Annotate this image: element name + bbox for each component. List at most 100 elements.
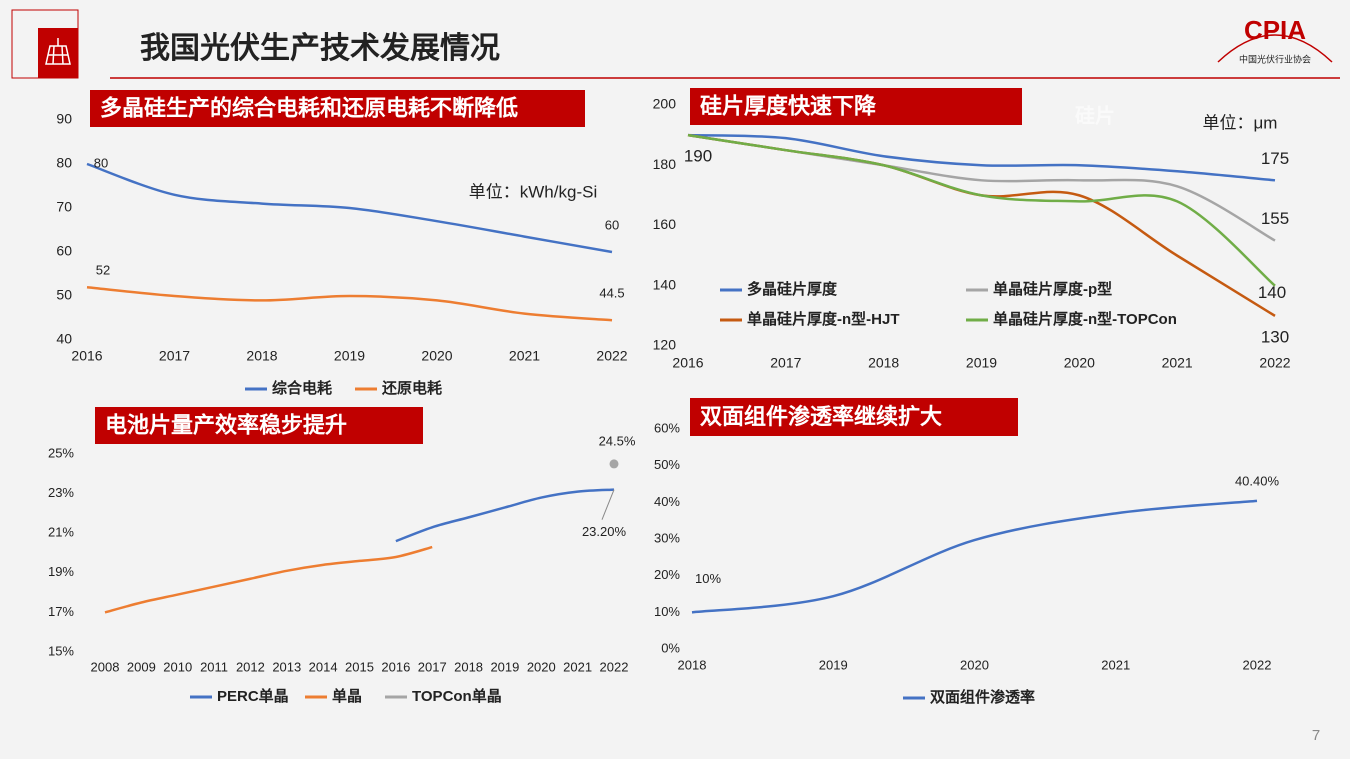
y-tick-label: 25% [48, 445, 74, 460]
x-tick-label: 2016 [71, 348, 102, 364]
unit-label: 单位：kWh/kg-Si [469, 182, 597, 201]
series-line [86, 162, 613, 254]
chart-title-box [690, 398, 1018, 436]
x-tick-label: 2018 [868, 355, 899, 371]
y-tick-label: 160 [653, 216, 677, 232]
x-tick-label: 2022 [600, 659, 629, 674]
x-tick-label: 2021 [1162, 355, 1193, 371]
x-tick-label: 2020 [421, 348, 452, 364]
logo-text: CPIA [1244, 15, 1306, 45]
x-tick-label: 2012 [236, 659, 265, 674]
series-line [687, 133, 1276, 182]
series-line [104, 545, 433, 614]
legend-label: 双面组件渗透率 [930, 688, 1035, 706]
y-tick-label: 30% [654, 530, 680, 545]
x-tick-label: 2020 [960, 657, 989, 672]
data-label: 60 [605, 217, 619, 232]
y-tick-label: 40% [654, 494, 680, 509]
chart-title: 双面组件渗透率继续扩大 [700, 404, 942, 429]
legend-label: 单晶硅片厚度-n型-HJT [747, 310, 900, 328]
y-tick-label: 80 [56, 155, 72, 171]
x-tick-label: 2013 [272, 659, 301, 674]
data-label: 52 [96, 263, 110, 278]
y-tick-label: 200 [653, 96, 677, 112]
y-tick-label: 23% [48, 485, 74, 500]
y-tick-label: 21% [48, 525, 74, 540]
x-tick-label: 2019 [966, 355, 997, 371]
data-label: 130 [1261, 327, 1289, 346]
x-tick-label: 2010 [163, 659, 192, 674]
logo-arc [1217, 34, 1333, 63]
chart-title-box [690, 88, 1022, 125]
chart-title: 电池片量产效率稳步提升 [105, 412, 347, 437]
y-tick-label: 60% [654, 420, 680, 435]
y-tick-label: 70 [56, 199, 72, 215]
x-tick-label: 2018 [246, 348, 277, 364]
x-tick-label: 2011 [200, 659, 228, 674]
x-tick-label: 2009 [127, 659, 156, 674]
y-tick-label: 90 [56, 111, 72, 127]
data-label: 40.40% [1235, 473, 1280, 488]
series-line [395, 488, 615, 543]
x-tick-label: 2017 [159, 348, 190, 364]
icon-grid [45, 38, 71, 65]
x-tick-label: 2019 [334, 348, 365, 364]
x-tick-label: 2016 [381, 659, 410, 674]
x-tick-label: 2020 [1064, 355, 1095, 371]
series-line [86, 285, 613, 322]
legend-label: PERC单晶 [217, 687, 289, 705]
x-tick-label: 2022 [1243, 657, 1272, 672]
x-tick-label: 2018 [678, 657, 707, 672]
chart-title-box [95, 407, 423, 444]
data-label: 23.20% [582, 524, 627, 539]
legend-label: 单晶硅片厚度-p型 [993, 280, 1112, 298]
y-tick-label: 50% [654, 457, 680, 472]
y-tick-label: 140 [653, 276, 677, 292]
chart-title: 多晶硅生产的综合电耗和还原电耗不断降低 [100, 95, 518, 120]
leader-line [601, 489, 615, 520]
page-number: 7 [1312, 727, 1320, 744]
x-tick-label: 2018 [454, 659, 483, 674]
x-tick-label: 2022 [1259, 355, 1290, 371]
logo-subtitle: 中国光伏行业协会 [1239, 53, 1311, 64]
legend-label: 综合电耗 [272, 379, 332, 397]
series-line [691, 499, 1258, 614]
series-point [609, 459, 619, 469]
x-tick-label: 2022 [596, 348, 627, 364]
header-icon [38, 28, 78, 78]
data-label: 80 [94, 155, 108, 170]
x-tick-label: 2021 [1101, 657, 1130, 672]
legend-label: 单晶 [332, 687, 362, 705]
y-tick-label: 0% [661, 640, 680, 655]
y-tick-label: 19% [48, 564, 74, 579]
data-label: 155 [1261, 209, 1289, 228]
y-tick-label: 50 [56, 287, 72, 303]
data-label: 24.5% [599, 433, 636, 448]
watermark: 硅片 [1075, 104, 1115, 127]
chart-title-box [90, 90, 585, 127]
y-tick-label: 180 [653, 156, 677, 172]
data-label: 10% [695, 571, 721, 586]
data-label: 44.5 [599, 286, 624, 301]
x-tick-label: 2020 [527, 659, 556, 674]
data-label: 175 [1261, 149, 1289, 168]
y-tick-label: 17% [48, 604, 74, 619]
series-line [687, 133, 1276, 287]
x-tick-label: 2017 [770, 355, 801, 371]
x-tick-label: 2017 [418, 659, 447, 674]
x-tick-label: 2014 [309, 659, 338, 674]
data-label: 190 [684, 147, 712, 166]
legend-label: 单晶硅片厚度-n型-TOPCon [993, 310, 1177, 328]
x-tick-label: 2008 [91, 659, 120, 674]
data-label: 140 [1258, 283, 1286, 302]
y-tick-label: 60 [56, 243, 72, 259]
y-tick-label: 120 [653, 337, 677, 353]
legend-label: 还原电耗 [381, 379, 442, 397]
y-tick-label: 15% [48, 643, 74, 658]
x-tick-label: 2021 [509, 348, 540, 364]
x-tick-label: 2015 [345, 659, 374, 674]
legend-label: TOPCon单晶 [412, 687, 502, 705]
unit-label: 单位：μm [1203, 113, 1278, 132]
y-tick-label: 40 [56, 331, 72, 347]
